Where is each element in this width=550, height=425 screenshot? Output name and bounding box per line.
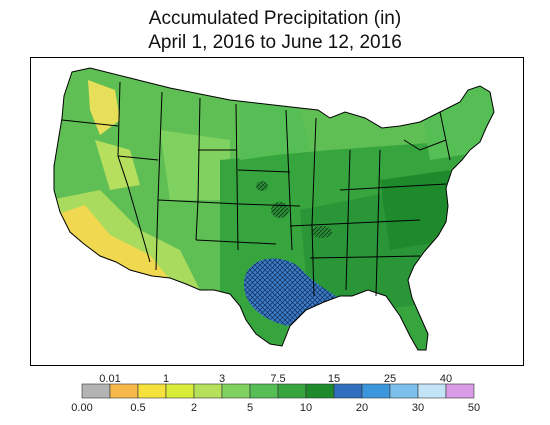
legend-swatch [221,383,251,399]
legend-upper-label: 40 [440,373,452,385]
legend-lower-label: 2 [191,402,197,414]
precipitation-map [53,67,495,351]
legend-swatch [333,383,363,399]
legend-lower-labels: 0.00 0.5 2 5 10 20 30 50 [71,402,480,414]
legend-lower-label: 0.00 [71,402,92,414]
legend-swatch [445,383,475,399]
legend-lower-label: 5 [247,402,253,414]
legend-swatch [361,383,391,399]
map-title-line2: April 1, 2016 to June 12, 2016 [148,32,402,53]
legend-swatch [109,383,139,399]
legend-lower-label: 50 [468,402,480,414]
map-title-line1: Accumulated Precipitation (in) [148,8,402,29]
legend-upper-labels: 0.01 1 3 7.5 15 25 40 [99,373,452,385]
precipitation-legend: 0.01 1 3 7.5 15 25 40 0.00 0.5 2 5 10 20 30 50 [71,373,480,414]
legend-upper-label: 25 [384,373,396,385]
legend-lower-label: 30 [412,402,424,414]
legend-swatch [277,383,307,399]
legend-lower-label: 10 [300,402,312,414]
legend-swatch [137,383,167,399]
legend-upper-label: 0.01 [99,373,120,385]
legend-upper-label: 15 [328,373,340,385]
legend-swatch [389,383,419,399]
legend-swatch [193,383,223,399]
legend-swatch [81,383,111,399]
legend-swatch [165,383,195,399]
legend-lower-label: 20 [356,402,368,414]
legend-upper-label: 3 [219,373,225,385]
legend-swatches [81,383,475,399]
legend-upper-label: 1 [163,373,169,385]
state-borders [53,67,495,351]
legend-lower-label: 0.5 [130,402,145,414]
legend-swatch [417,383,447,399]
legend-swatch [305,383,335,399]
legend-upper-label: 7.5 [270,373,285,385]
legend-swatch [249,383,279,399]
